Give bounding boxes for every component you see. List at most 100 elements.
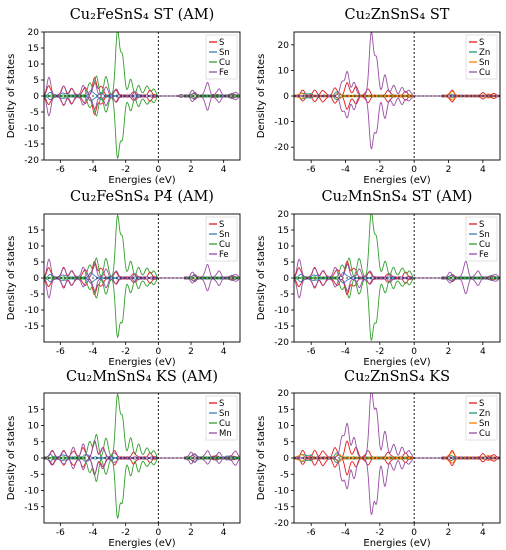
series-s-up-line bbox=[294, 82, 500, 97]
x-tick-label: 2 bbox=[188, 347, 194, 357]
legend-label-s: S bbox=[219, 38, 224, 48]
x-tick-label: 2 bbox=[446, 347, 452, 357]
y-tick-label: 5 bbox=[33, 258, 39, 268]
y-tick-label: 5 bbox=[33, 76, 39, 86]
legend-label-sn: Sn bbox=[479, 58, 490, 68]
x-tick-label: -4 bbox=[341, 165, 350, 175]
dos-panel-5: Cu₂MnSnS₄ KS (AM) -15 -10 -5 0 5 10 15 -6 -4 -2 0 2 4… bbox=[6, 369, 241, 549]
series-cu-up-line bbox=[44, 393, 240, 459]
y-tick-label: -10 bbox=[274, 306, 289, 316]
legend-label-s: S bbox=[219, 220, 224, 230]
legend-label-sn: Sn bbox=[479, 419, 490, 429]
series-cu-down-line bbox=[294, 95, 500, 150]
y-axis-label: Density of states bbox=[256, 54, 267, 139]
series-s-down-line bbox=[294, 457, 500, 476]
y-tick-label: 15 bbox=[28, 405, 39, 415]
panel-title: Cu₂ZnSnS₄ KS bbox=[344, 369, 450, 385]
series-mn-down-line bbox=[44, 457, 240, 475]
series-cu-down-line bbox=[44, 95, 240, 160]
x-tick-label: -2 bbox=[121, 528, 130, 538]
y-axis-label: Density of states bbox=[256, 416, 267, 501]
y-tick-label: -20 bbox=[274, 338, 289, 348]
x-axis-label: Energies (eV) bbox=[108, 357, 175, 368]
x-tick-label: 4 bbox=[480, 347, 486, 357]
series-fe-down-line bbox=[44, 277, 240, 299]
x-tick-label: 4 bbox=[480, 528, 486, 538]
legend-label-cu: Cu bbox=[219, 419, 230, 429]
legend-label-cu: Cu bbox=[479, 240, 490, 250]
series-cu-up-line bbox=[44, 214, 240, 279]
y-tick-label: 5 bbox=[283, 258, 289, 268]
x-tick-label: -4 bbox=[341, 347, 350, 357]
y-tick-label: 20 bbox=[28, 28, 40, 38]
legend-label-fe: Fe bbox=[219, 68, 229, 78]
legend-label-sn: Sn bbox=[219, 230, 230, 240]
x-tick-label: -4 bbox=[341, 528, 350, 538]
y-tick-label: -20 bbox=[274, 143, 289, 153]
y-tick-label: 0 bbox=[33, 274, 39, 284]
y-tick-label: -5 bbox=[30, 290, 39, 300]
legend-label-fe: Fe bbox=[219, 250, 229, 260]
series-s-up-line bbox=[294, 260, 500, 279]
y-tick-label: 10 bbox=[278, 66, 290, 76]
y-tick-label: 20 bbox=[278, 210, 290, 220]
y-tick-label: -15 bbox=[24, 140, 39, 150]
y-tick-label: 10 bbox=[278, 422, 290, 432]
series-fe-down-line bbox=[44, 95, 240, 117]
series-cu-down-line bbox=[44, 457, 240, 520]
y-tick-label: -10 bbox=[274, 487, 289, 497]
x-tick-label: -2 bbox=[375, 528, 384, 538]
x-tick-label: 4 bbox=[221, 165, 227, 175]
x-tick-label: 2 bbox=[446, 165, 452, 175]
y-tick-label: 0 bbox=[283, 92, 289, 102]
y-tick-label: 10 bbox=[28, 242, 40, 252]
y-tick-label: -5 bbox=[30, 470, 39, 480]
legend-label-s: S bbox=[479, 38, 484, 48]
panel-title: Cu₂MnSnS₄ ST (AM) bbox=[322, 189, 473, 205]
series-fe-up-line bbox=[294, 258, 500, 279]
x-tick-label: -4 bbox=[89, 347, 98, 357]
y-tick-label: -20 bbox=[24, 156, 39, 166]
legend-label-zn: Zn bbox=[479, 409, 490, 419]
curves bbox=[44, 214, 240, 339]
legend-label-cu: Cu bbox=[479, 68, 490, 78]
x-tick-label: 2 bbox=[188, 528, 194, 538]
y-tick-label: -10 bbox=[24, 487, 39, 497]
x-axis-label: Energies (eV) bbox=[363, 175, 430, 186]
y-axis-label: Density of states bbox=[6, 416, 17, 501]
x-tick-label: -6 bbox=[307, 347, 316, 357]
x-tick-label: -6 bbox=[307, 165, 316, 175]
panel-title: Cu₂FeSnS₄ ST (AM) bbox=[70, 7, 215, 23]
y-axis-label: Density of states bbox=[6, 236, 17, 321]
curves bbox=[44, 393, 240, 520]
x-tick-label: 0 bbox=[155, 165, 161, 175]
curves bbox=[294, 214, 500, 342]
legend-label-sn: Sn bbox=[219, 409, 230, 419]
y-tick-label: 0 bbox=[283, 454, 289, 464]
y-tick-label: -20 bbox=[274, 519, 289, 529]
legend-label-fe: Fe bbox=[479, 250, 489, 260]
panel-title: Cu₂MnSnS₄ KS (AM) bbox=[66, 369, 218, 385]
legend-label-cu: Cu bbox=[219, 58, 230, 68]
legend-label-zn: Zn bbox=[479, 48, 490, 58]
legend-label-cu: Cu bbox=[479, 429, 490, 439]
x-tick-label: -6 bbox=[56, 528, 65, 538]
y-tick-label: -5 bbox=[30, 108, 39, 118]
series-s-down-line bbox=[294, 277, 500, 296]
series-cu-down-line bbox=[294, 457, 500, 515]
x-tick-label: 0 bbox=[411, 347, 417, 357]
y-tick-label: 10 bbox=[28, 422, 40, 432]
y-tick-label: 20 bbox=[278, 41, 290, 51]
legend-label-cu: Cu bbox=[219, 240, 230, 250]
y-tick-label: 0 bbox=[283, 274, 289, 284]
series-cu-down-line bbox=[44, 277, 240, 339]
legend-label-s: S bbox=[479, 220, 484, 230]
legend-label-sn: Sn bbox=[479, 230, 490, 240]
x-tick-label: -6 bbox=[56, 165, 65, 175]
x-tick-label: -2 bbox=[121, 347, 130, 357]
